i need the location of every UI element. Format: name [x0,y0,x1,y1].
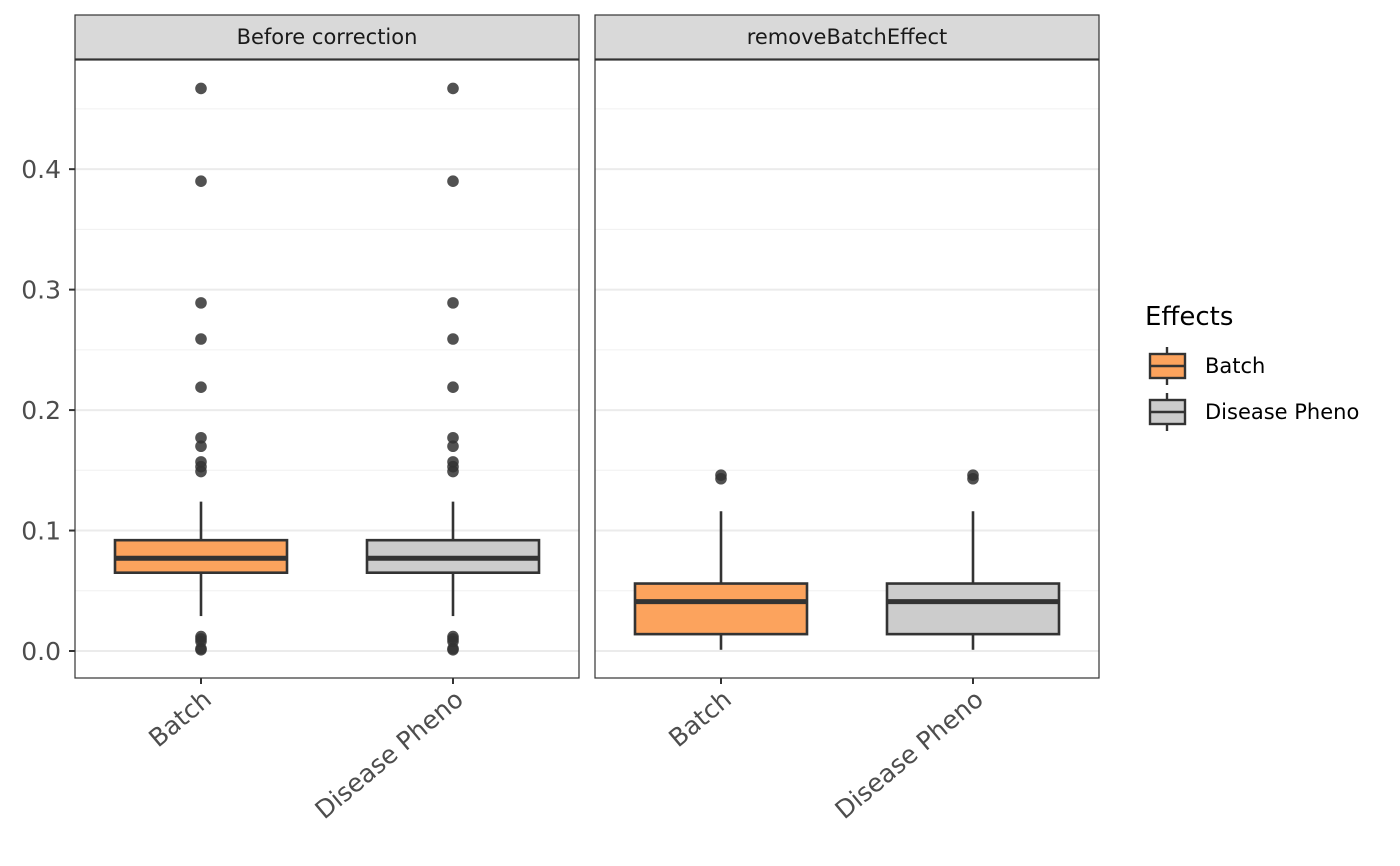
outlier-point [195,297,207,309]
y-tick-label: 0.2 [21,396,61,425]
legend: Effects Batch Disease Pheno [1145,302,1359,431]
legend-entry: Disease Pheno [1148,393,1359,431]
outlier-point [195,175,207,188]
legend-label: Disease Pheno [1205,400,1359,424]
y-axis: 0.0 0.1 0.2 0.3 0.4 [21,155,75,666]
facet-panel: Before correction Batch Disease Pheno [74,14,580,825]
legend-entry: Batch [1148,347,1265,385]
outlier-point [447,297,459,309]
facet-strip-label: Before correction [237,25,418,49]
outlier-point [195,465,207,478]
outlier-point [447,465,459,478]
x-tick-label: Batch [143,684,217,752]
facet-panel: removeBatchEffect Batch Disease Pheno [594,14,1100,825]
y-tick-label: 0.3 [21,276,61,305]
box-iqr [633,582,809,636]
facet-strip [74,14,580,60]
box-batch [113,82,289,656]
y-tick-label: 0.1 [21,517,61,546]
legend-title: Effects [1145,302,1233,332]
outlier-point [447,82,459,95]
outlier-point [195,440,207,453]
outlier-point [447,175,459,188]
outlier-point [195,333,207,345]
outlier-point [967,472,979,485]
x-tick-label: Batch [663,684,737,752]
outlier-point [447,431,459,444]
outlier-point [447,381,459,393]
panel-border [74,59,580,679]
box-disease-pheno [885,469,1061,650]
facet-strip-label: removeBatchEffect [747,25,948,49]
outlier-point [195,431,207,444]
panel-background [75,60,579,678]
panel-background [595,60,1099,678]
x-tick-label: Disease Pheno [309,684,468,824]
legend-label: Batch [1205,354,1265,378]
x-tick-label: Disease Pheno [829,684,988,824]
outlier-point [447,333,459,345]
panel-border [594,59,1100,679]
box-iqr [885,582,1061,636]
outlier-point [715,472,727,485]
outlier-point [447,440,459,453]
outlier-point [447,643,459,656]
box-disease-pheno [365,82,541,656]
outlier-point [195,82,207,95]
outlier-point [195,381,207,393]
y-tick-label: 0.4 [21,155,61,184]
y-tick-label: 0.0 [21,637,61,666]
outlier-point [195,643,207,656]
box-batch [633,469,809,650]
facet-strip [594,14,1100,60]
